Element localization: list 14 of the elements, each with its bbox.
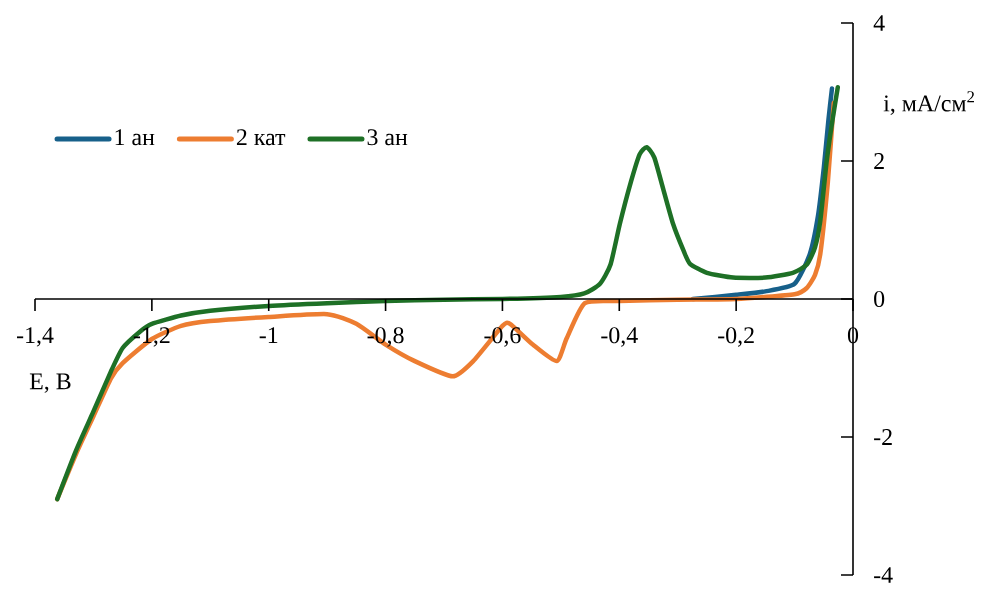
- y-tick-label: 4: [873, 15, 885, 31]
- y-tick-label: 0: [874, 291, 885, 308]
- x-tick-label: -0,4: [601, 327, 638, 347]
- legend-label: 2 кат: [236, 129, 286, 146]
- y-tick-label: -4: [874, 567, 893, 583]
- y-tick-label: 2: [874, 153, 884, 169]
- x-tick-label: -1,4: [16, 327, 54, 347]
- x-tick-label: -0,2: [718, 327, 754, 347]
- x-tick-label: -1: [259, 327, 278, 344]
- y-tick-label: -2: [874, 429, 892, 445]
- legend-label: 1 ан: [115, 129, 155, 146]
- y-axis-title: i, мА/см$^{2}$: [883, 91, 974, 115]
- legend-label: 3 ан: [367, 129, 408, 146]
- x-axis-title: E, B: [29, 373, 71, 393]
